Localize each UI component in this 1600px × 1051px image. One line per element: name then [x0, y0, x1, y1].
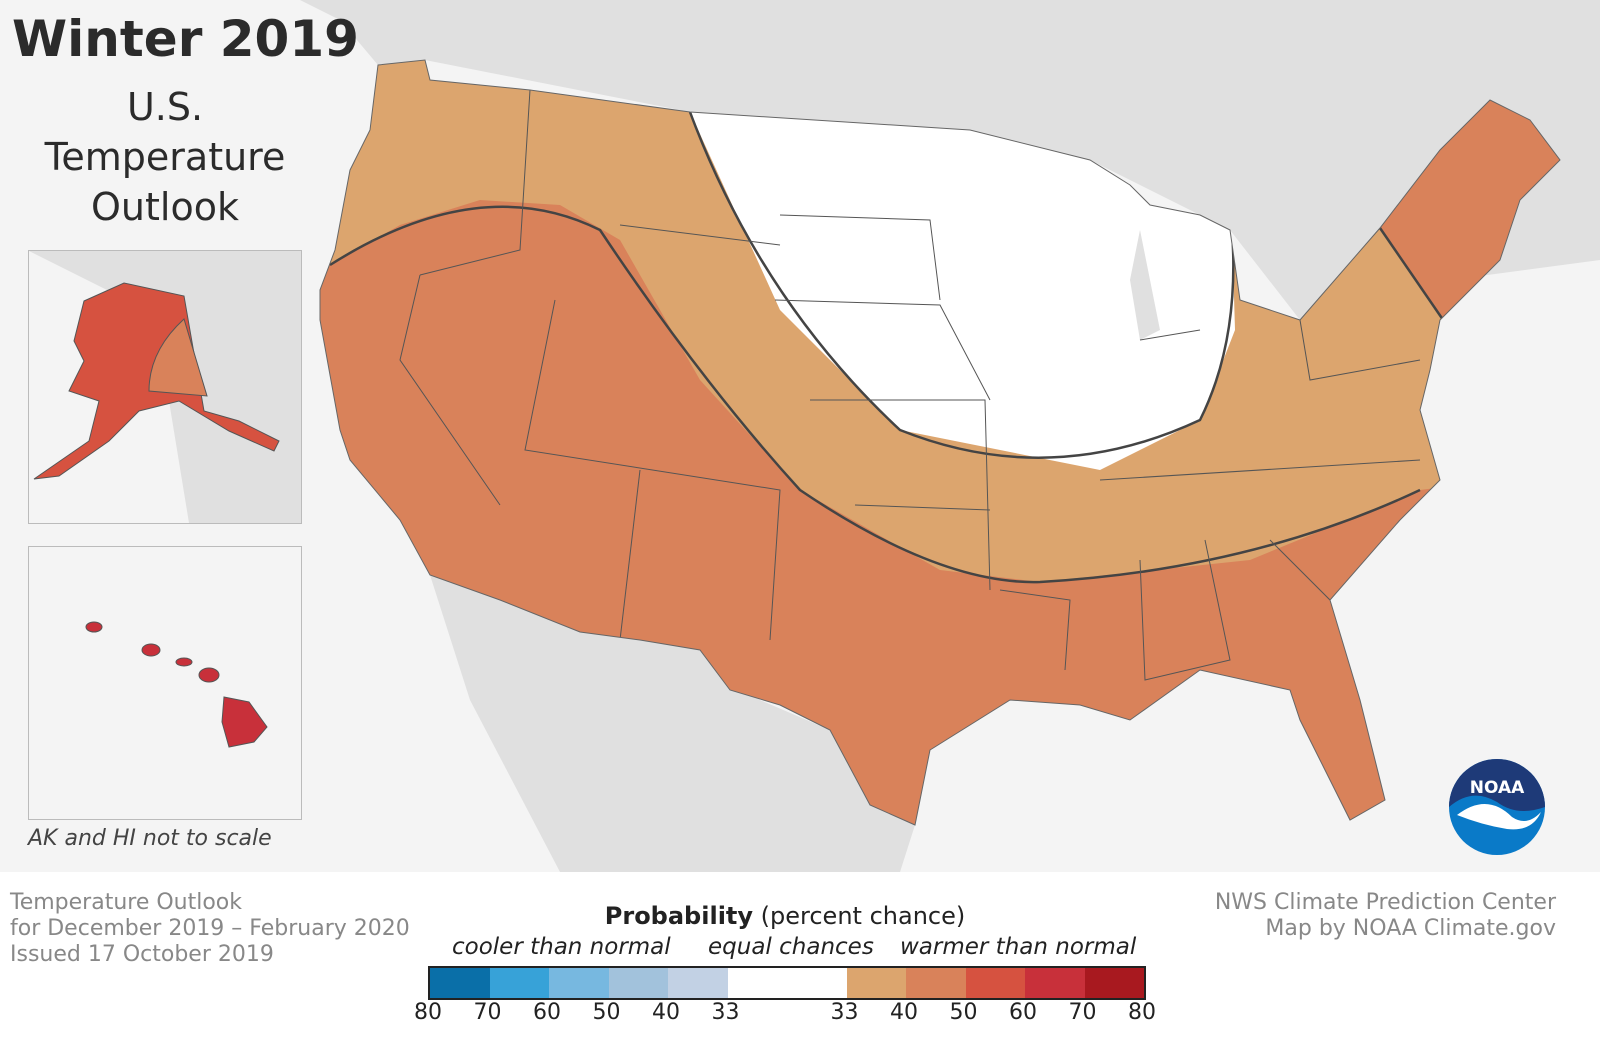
outlook-info: Temperature Outlook for December 2019 – …	[10, 890, 410, 968]
credit-map: Map by NOAA Climate.gov	[1265, 916, 1556, 941]
great-lakes	[1130, 230, 1160, 340]
legend-tick-label: 50	[949, 1000, 978, 1025]
legend-color-bar	[428, 966, 1146, 1000]
legend-swatch	[608, 968, 668, 998]
canada-landmass	[300, 0, 1600, 320]
map-subtitle: U.S. Temperature Outlook	[20, 82, 310, 232]
legend-swatch	[668, 968, 728, 998]
outlook-period: for December 2019 – February 2020	[10, 916, 410, 941]
legend-swatch	[727, 968, 847, 998]
legend-swatch	[846, 968, 906, 998]
map-area: NOAA Winter 2019 U.S. Temperature Outloo…	[0, 0, 1600, 872]
outlook-label: Temperature Outlook	[10, 890, 243, 915]
noaa-logo: NOAA	[1449, 759, 1545, 855]
hawaii-big-island	[221, 696, 268, 748]
legend-tick-label: 33	[711, 1000, 740, 1025]
us-outlook-map: NOAA	[300, 0, 1600, 872]
subtitle-line: Temperature	[44, 135, 286, 179]
inset-note: AK and HI not to scale	[28, 826, 272, 851]
alaska-inset	[28, 250, 302, 524]
mexico-landmass	[430, 575, 915, 872]
legend-title-rest: (percent chance)	[753, 902, 966, 930]
hawaii-inset	[28, 546, 302, 820]
legend-tick-label: 60	[1009, 1000, 1037, 1025]
legend-warmer: warmer than normal	[900, 934, 1137, 960]
subtitle-line: Outlook	[91, 185, 239, 229]
legend-tick-label: 80	[1128, 1000, 1156, 1025]
legend-tick-label: 70	[1068, 1000, 1097, 1025]
credit-source: NWS Climate Prediction Center	[1214, 890, 1556, 915]
legend-tick-label: 33	[830, 1000, 859, 1025]
legend-tick-label: 40	[890, 1000, 918, 1025]
legend-tick-label: 70	[473, 1000, 502, 1025]
legend-title-bold: Probability	[604, 902, 754, 930]
region-equal-chances	[690, 112, 1235, 470]
legend-cooler: cooler than normal	[452, 934, 671, 960]
legend-swatch	[489, 968, 549, 998]
legend-swatch	[965, 968, 1025, 998]
subtitle-line: U.S.	[126, 85, 204, 129]
legend-tick-label: 50	[592, 1000, 621, 1025]
legend-equal: equal chances	[708, 934, 874, 960]
legend-tick-label: 60	[533, 1000, 561, 1025]
credits: NWS Climate Prediction Center Map by NOA…	[1215, 890, 1556, 942]
legend-swatch	[1025, 968, 1085, 998]
legend-tick-label: 80	[414, 1000, 442, 1025]
state-borders	[399, 89, 1421, 681]
noaa-logo-text: NOAA	[1470, 778, 1525, 798]
legend-swatch	[430, 968, 490, 998]
legend-tick-label: 40	[652, 1000, 680, 1025]
legend-swatch	[549, 968, 609, 998]
legend-swatch	[906, 968, 966, 998]
issue-date: Issued 17 October 2019	[10, 942, 274, 967]
map-title: Winter 2019	[12, 10, 359, 68]
legend-title: Probability (percent chance)	[428, 902, 1142, 930]
legend-swatch	[1084, 968, 1144, 998]
